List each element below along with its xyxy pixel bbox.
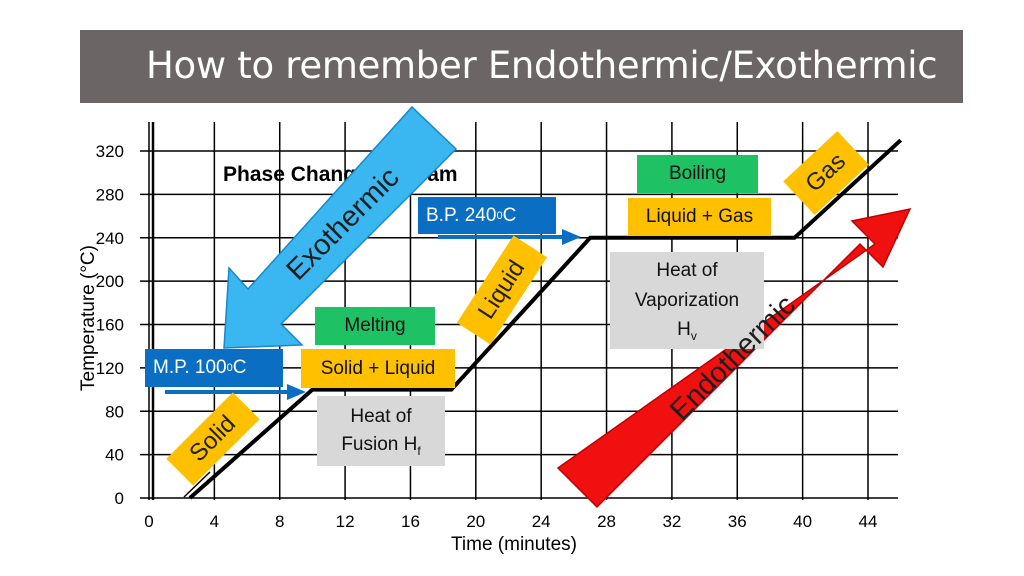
- x-tick-label-9: 36: [728, 512, 747, 531]
- bp-pointer-arrow: [438, 229, 581, 245]
- x-tick-label-10: 40: [793, 512, 812, 531]
- x-axis-label: Time (minutes): [451, 534, 577, 555]
- origin-tail: [183, 471, 211, 498]
- heat-fusion-line2: Fusion H: [341, 434, 418, 455]
- melting-box: Melting: [315, 307, 435, 345]
- mp-pointer-arrow: [165, 384, 306, 400]
- y-tick-label-0: 0: [115, 489, 124, 508]
- page-title: How to remember Endothermic/Exothermic: [146, 44, 938, 87]
- chart-ticks: 0 4 8 12 16 20 24 28 32 36 40 44 0 40 80 120 160 200 240 28…: [96, 142, 878, 531]
- y-tick-label-6: 240: [96, 229, 124, 248]
- y-tick-label-7: 280: [96, 185, 124, 204]
- x-tick-label-3: 12: [336, 512, 355, 531]
- x-tick-label-2: 8: [275, 512, 284, 531]
- bp-text: B.P. 240: [426, 204, 497, 226]
- solid-liquid-box: Solid + Liquid: [301, 349, 455, 388]
- heat-vaporization-box: Heat of Vaporization Hv: [610, 252, 764, 349]
- x-tick-label-4: 16: [401, 512, 420, 531]
- title-bar: How to remember Endothermic/Exothermic: [80, 30, 963, 103]
- heat-vap-sub: v: [690, 329, 697, 344]
- x-tick-label-6: 24: [532, 512, 551, 531]
- mp-label: M.P. 100 0 C: [145, 349, 283, 387]
- heat-vap-line1: Heat of: [656, 260, 718, 282]
- x-tick-label-8: 32: [662, 512, 681, 531]
- liquid-gas-box: Liquid + Gas: [628, 198, 771, 236]
- x-tick-label-5: 20: [466, 512, 485, 531]
- mp-text: M.P. 100: [153, 357, 227, 379]
- x-tick-label-0: 0: [144, 512, 153, 531]
- endothermic-arrow: [556, 207, 912, 509]
- bp-label: B.P. 240 0 C: [418, 197, 556, 234]
- y-tick-label-5: 200: [96, 272, 124, 291]
- y-tick-label-1: 40: [105, 446, 124, 465]
- phase-curve: [188, 138, 903, 500]
- x-tick-label-7: 28: [597, 512, 616, 531]
- heat-vap-line3: H: [677, 319, 691, 341]
- bp-unit: C: [502, 204, 517, 226]
- y-tick-label-3: 120: [96, 359, 124, 378]
- heat-fusion-sub: f: [417, 443, 421, 458]
- y-axis-label: Temperature (°C): [78, 245, 99, 391]
- boiling-box: Boiling: [637, 155, 758, 193]
- y-tick-label-4: 160: [96, 316, 124, 335]
- y-tick-label-8: 320: [96, 142, 124, 161]
- x-tick-label-1: 4: [210, 512, 219, 531]
- mp-unit: C: [232, 357, 247, 379]
- heat-fusion-box: Heat of Fusion Hf: [317, 396, 445, 466]
- x-tick-label-11: 44: [859, 512, 878, 531]
- heat-vap-line2: Vaporization: [634, 289, 740, 311]
- heat-fusion-line1: Heat of: [350, 405, 412, 427]
- y-tick-label-2: 80: [105, 402, 124, 421]
- exothermic-arrow: [223, 105, 458, 349]
